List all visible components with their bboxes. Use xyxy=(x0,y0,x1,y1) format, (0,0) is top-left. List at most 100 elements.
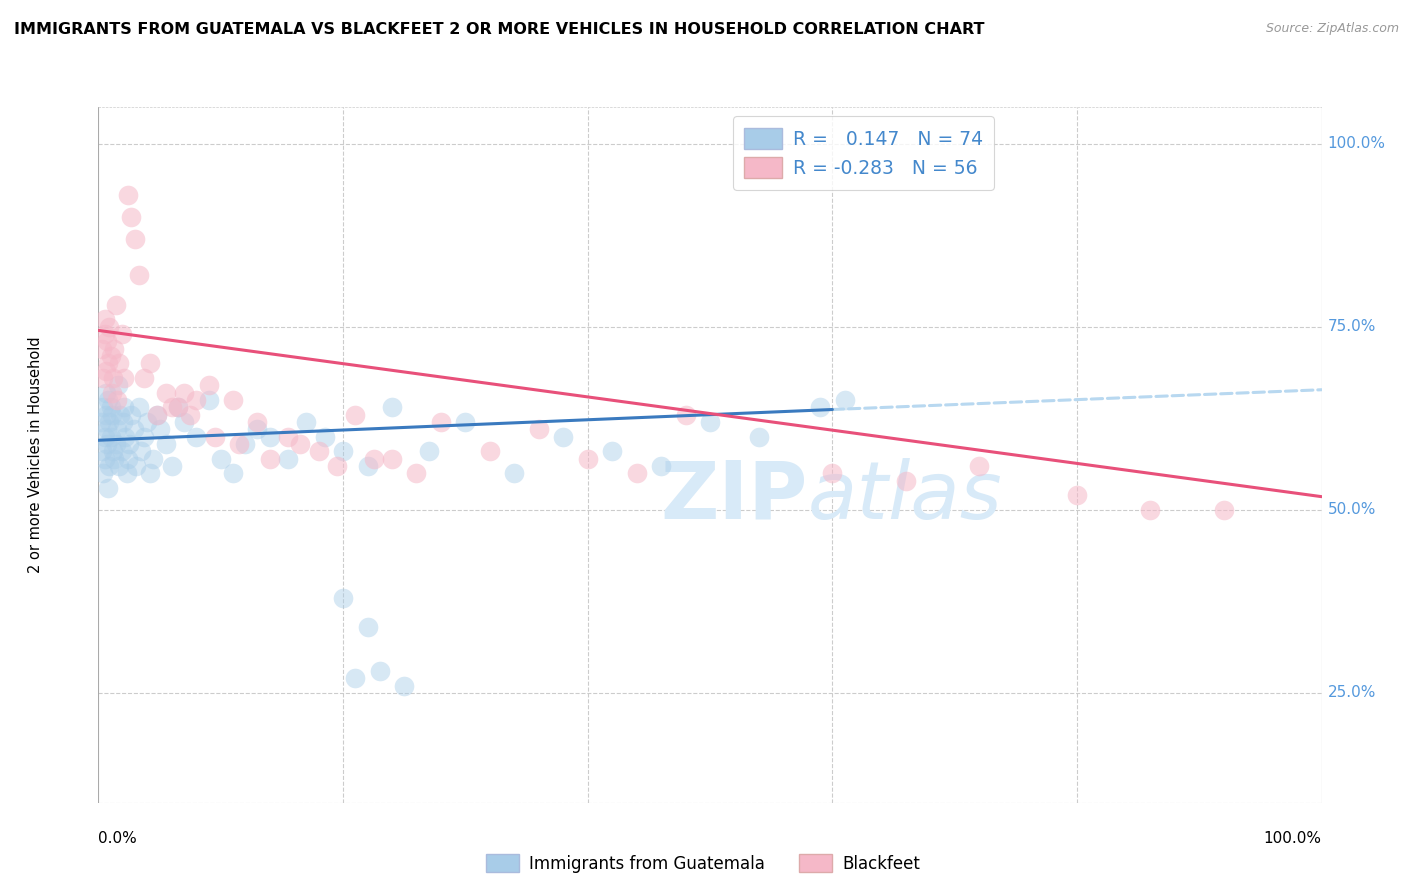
Point xyxy=(381,401,404,415)
Text: 25.0%: 25.0% xyxy=(1327,685,1376,700)
Point xyxy=(155,437,177,451)
Point xyxy=(1212,503,1234,517)
Legend: Immigrants from Guatemala, Blackfeet: Immigrants from Guatemala, Blackfeet xyxy=(479,847,927,880)
Point xyxy=(142,451,165,466)
Point xyxy=(96,334,118,349)
Point xyxy=(356,620,378,634)
Point xyxy=(259,451,281,466)
Point xyxy=(332,591,354,605)
Text: 100.0%: 100.0% xyxy=(1327,136,1386,151)
Point xyxy=(139,467,162,481)
Point xyxy=(277,429,299,443)
Point xyxy=(246,415,269,429)
Point xyxy=(197,392,219,407)
Point xyxy=(117,188,139,202)
Point xyxy=(173,385,195,400)
Point xyxy=(149,422,172,436)
Point xyxy=(326,458,349,473)
Text: ZIP: ZIP xyxy=(661,458,808,536)
Point xyxy=(91,467,114,481)
Point xyxy=(93,327,115,342)
Point xyxy=(94,385,117,400)
Point xyxy=(675,408,697,422)
Point xyxy=(277,451,299,466)
Point xyxy=(129,444,152,458)
Point xyxy=(93,312,115,326)
Point xyxy=(97,392,120,407)
Point xyxy=(103,342,125,356)
Point xyxy=(117,451,139,466)
Point xyxy=(179,408,201,422)
Point xyxy=(111,327,134,342)
Point xyxy=(115,467,138,481)
Point xyxy=(186,429,208,443)
Point xyxy=(114,429,136,443)
Point xyxy=(160,458,183,473)
Point xyxy=(478,444,501,458)
Text: 2 or more Vehicles in Household: 2 or more Vehicles in Household xyxy=(28,336,44,574)
Point xyxy=(167,401,190,415)
Point xyxy=(91,401,114,415)
Point xyxy=(967,458,990,473)
Point xyxy=(94,408,117,422)
Point xyxy=(356,458,378,473)
Point xyxy=(105,422,128,436)
Point xyxy=(699,415,721,429)
Point xyxy=(91,342,114,356)
Text: 0.0%: 0.0% xyxy=(98,830,138,846)
Point xyxy=(290,437,312,451)
Point xyxy=(392,679,416,693)
Point xyxy=(93,451,115,466)
Point xyxy=(167,401,190,415)
Point xyxy=(111,444,134,458)
Point xyxy=(111,415,134,429)
Point xyxy=(120,210,142,224)
Point xyxy=(222,467,245,481)
Point xyxy=(101,444,124,458)
Text: 75.0%: 75.0% xyxy=(1327,319,1376,334)
Point xyxy=(108,356,131,370)
Point xyxy=(101,408,124,422)
Point xyxy=(308,444,330,458)
Point xyxy=(136,415,159,429)
Point xyxy=(430,415,453,429)
Point xyxy=(96,422,118,436)
Text: Source: ZipAtlas.com: Source: ZipAtlas.com xyxy=(1265,22,1399,36)
Point xyxy=(139,356,162,370)
Point xyxy=(108,458,131,473)
Point xyxy=(98,458,121,473)
Point xyxy=(553,429,575,443)
Point xyxy=(146,408,169,422)
Point xyxy=(1066,488,1088,502)
Point xyxy=(128,268,150,283)
Point xyxy=(110,408,132,422)
Point xyxy=(834,392,856,407)
Point xyxy=(314,429,336,443)
Point xyxy=(332,444,354,458)
Point xyxy=(344,408,367,422)
Point xyxy=(98,319,121,334)
Point xyxy=(122,422,145,436)
Point xyxy=(124,232,146,246)
Point xyxy=(209,451,232,466)
Legend: R =   0.147   N = 74, R = -0.283   N = 56: R = 0.147 N = 74, R = -0.283 N = 56 xyxy=(733,117,994,190)
Point xyxy=(186,392,208,407)
Point xyxy=(97,356,120,370)
Point xyxy=(626,467,648,481)
Point xyxy=(90,415,112,429)
Text: atlas: atlas xyxy=(808,458,1002,536)
Point xyxy=(259,429,281,443)
Point xyxy=(118,437,141,451)
Point xyxy=(155,385,177,400)
Point xyxy=(748,429,770,443)
Point xyxy=(101,385,124,400)
Point xyxy=(600,444,623,458)
Point xyxy=(125,458,148,473)
Point xyxy=(197,378,219,392)
Point xyxy=(93,429,115,443)
Point xyxy=(112,401,135,415)
Point xyxy=(112,371,135,385)
Text: 50.0%: 50.0% xyxy=(1327,502,1376,517)
Point xyxy=(128,401,150,415)
Point xyxy=(132,429,155,443)
